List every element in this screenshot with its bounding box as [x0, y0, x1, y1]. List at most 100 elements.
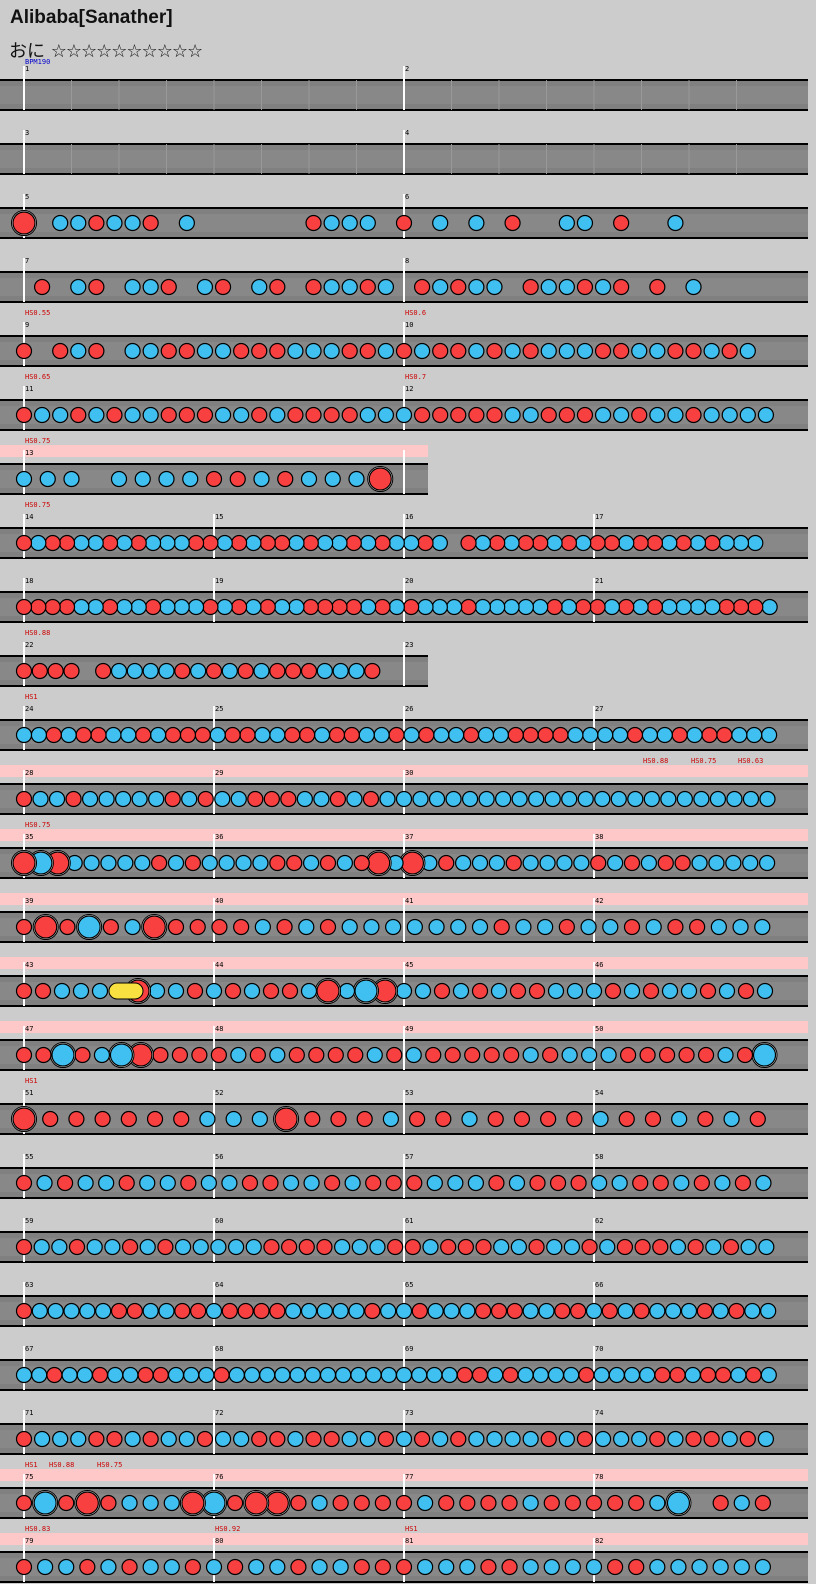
don-note: [305, 1430, 322, 1448]
ka-note: [543, 1558, 560, 1576]
ka-note: [124, 406, 141, 424]
don-note: [88, 214, 105, 232]
don-note: [667, 918, 684, 936]
ka-note: [594, 278, 612, 296]
ka-note: [230, 1046, 247, 1064]
don-note: [214, 278, 232, 296]
ka-note: [665, 1302, 682, 1320]
don-note: [457, 1238, 474, 1256]
ka-note: [160, 1430, 177, 1448]
measure-number: 17: [595, 513, 603, 521]
ka-note: [426, 1174, 443, 1192]
don-note: [58, 1494, 75, 1512]
ka-note: [233, 1430, 250, 1448]
difficulty-stars: ☆☆☆☆☆☆☆☆☆☆: [50, 41, 203, 62]
don-note: [332, 1494, 349, 1512]
ka-note: [471, 854, 489, 872]
don-note: [528, 1238, 545, 1256]
don-note: [693, 1174, 710, 1192]
ka-note: [134, 854, 151, 872]
don-note: [30, 598, 47, 616]
scroll-speed-label: HS0.75: [25, 437, 50, 445]
ka-note: [52, 406, 69, 424]
drumroll-note: [108, 982, 144, 1000]
scroll-speed-label: HS0.75: [25, 821, 50, 829]
ka-note: [115, 790, 132, 808]
don-note: [44, 534, 61, 552]
don-note: [697, 1110, 714, 1128]
ka-note: [87, 598, 104, 616]
ka-note: [623, 1366, 641, 1384]
ka-note: [228, 1366, 245, 1384]
don-note: [15, 982, 33, 1000]
don-note: [444, 1046, 461, 1064]
don-note: [529, 1174, 546, 1192]
ka-note: [504, 342, 521, 360]
ka-note: [546, 534, 563, 552]
don-note: [489, 534, 506, 552]
don-note: [576, 1430, 594, 1448]
ka-note: [79, 1302, 96, 1320]
don-note: [202, 534, 219, 552]
ka-note: [582, 726, 599, 744]
measure-number: 63: [25, 1281, 33, 1289]
ka-note: [740, 1238, 757, 1256]
don-note: [286, 854, 303, 872]
ka-note: [73, 598, 90, 616]
ka-note: [287, 1430, 304, 1448]
don-note: [280, 790, 297, 808]
ka-note: [15, 726, 33, 744]
don-note: [184, 854, 201, 872]
don-note: [58, 598, 76, 616]
ka-note: [39, 470, 56, 488]
don-note: [642, 982, 660, 1000]
ka-note: [31, 1302, 48, 1320]
ka-note: [594, 790, 611, 808]
ka-note: [493, 1238, 510, 1256]
big-don-note: [142, 915, 166, 939]
ka-note: [757, 1430, 775, 1448]
ka-note: [32, 790, 49, 808]
don-note: [374, 598, 391, 616]
ka-note: [31, 1366, 48, 1384]
ka-note: [395, 1430, 413, 1448]
don-note: [440, 1238, 457, 1256]
ka-note: [489, 598, 506, 616]
ka-note: [540, 342, 557, 360]
ka-note: [417, 598, 434, 616]
ka-note: [274, 598, 291, 616]
ka-note: [492, 726, 509, 744]
don-note: [507, 726, 524, 744]
ka-note: [585, 982, 603, 1000]
ka-note: [754, 1558, 771, 1576]
ka-note: [710, 918, 727, 936]
ka-note: [758, 1238, 775, 1256]
measure-number: 70: [595, 1345, 603, 1353]
don-note: [276, 918, 293, 936]
don-note: [160, 278, 177, 296]
don-note: [722, 1238, 740, 1256]
ka-note: [252, 854, 269, 872]
don-note: [15, 1046, 33, 1064]
ka-note: [623, 982, 641, 1000]
ka-note: [471, 918, 489, 936]
don-note: [126, 1302, 143, 1320]
ka-note: [426, 1366, 443, 1384]
don-note: [652, 1238, 669, 1256]
don-note: [433, 982, 451, 1000]
ka-note: [540, 278, 557, 296]
ka-note: [60, 726, 77, 744]
don-note: [152, 1366, 169, 1384]
ka-note: [558, 278, 575, 296]
ka-note: [607, 854, 624, 872]
big-ka-note: [33, 1491, 57, 1515]
ka-note: [427, 1302, 444, 1320]
don-note: [353, 854, 370, 872]
ka-note: [36, 1174, 53, 1192]
don-note: [406, 1174, 423, 1192]
ka-note: [599, 1238, 616, 1256]
ka-note: [344, 1174, 361, 1192]
don-note: [230, 598, 248, 616]
don-note: [522, 726, 539, 744]
don-note: [649, 1430, 666, 1448]
